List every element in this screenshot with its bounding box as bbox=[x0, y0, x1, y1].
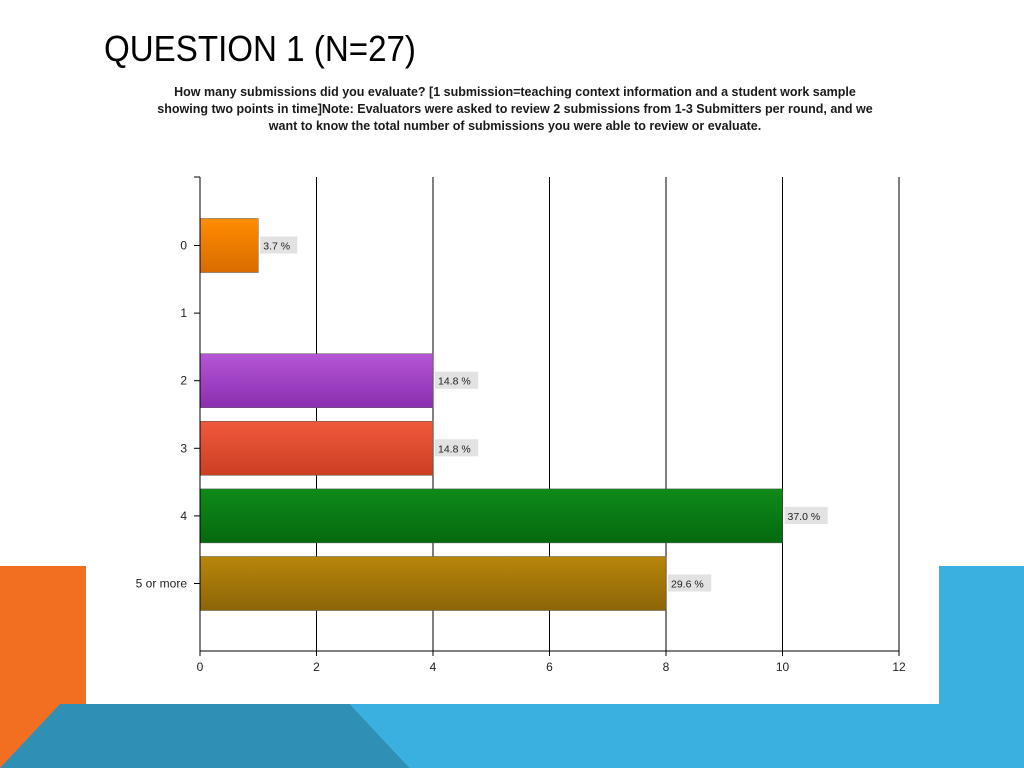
x-tick-label: 0 bbox=[197, 660, 204, 674]
bars bbox=[199, 218, 783, 611]
x-tick-label: 4 bbox=[430, 660, 437, 674]
data-label-background bbox=[668, 574, 712, 592]
data-label: 3.7 % bbox=[263, 241, 290, 253]
x-tick-label: 6 bbox=[546, 660, 553, 674]
data-label-background bbox=[435, 439, 479, 457]
x-tick-label: 8 bbox=[663, 660, 670, 674]
data-label: 37.0 % bbox=[788, 511, 821, 523]
x-tick-label: 10 bbox=[776, 660, 790, 674]
bar bbox=[199, 488, 783, 544]
bar bbox=[199, 421, 434, 476]
data-label: 14.8 % bbox=[438, 376, 471, 388]
data-label-background bbox=[784, 506, 828, 524]
bar bbox=[199, 556, 667, 611]
slide-title: QUESTION 1 (N=27) bbox=[104, 28, 416, 69]
y-category-label: 3 bbox=[180, 441, 187, 455]
bar bbox=[199, 353, 434, 408]
x-tick-label: 2 bbox=[313, 660, 320, 674]
data-label-background bbox=[260, 236, 298, 254]
y-category-label: 4 bbox=[180, 509, 187, 523]
data-labels: 3.7 % 14.8 % 14.8 % 37.0 % 29.6 % bbox=[260, 236, 828, 592]
y-category-label: 5 or more bbox=[136, 577, 188, 591]
y-category-label: 0 bbox=[180, 239, 187, 253]
decorative-bottom-band bbox=[0, 704, 1024, 768]
x-tick-label: 12 bbox=[892, 660, 906, 674]
chart-title: How many submissions did you evaluate? [… bbox=[157, 85, 873, 133]
y-category-label: 2 bbox=[180, 374, 187, 388]
bar bbox=[199, 218, 259, 273]
data-label: 14.8 % bbox=[438, 443, 471, 455]
data-label: 29.6 % bbox=[671, 579, 704, 591]
y-category-label: 1 bbox=[180, 306, 187, 320]
data-label-background bbox=[435, 371, 479, 389]
